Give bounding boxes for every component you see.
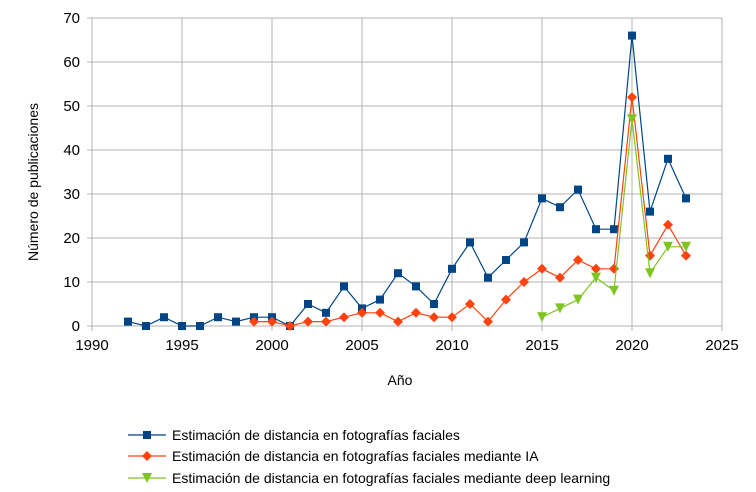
data-point (556, 203, 564, 212)
data-point (664, 154, 672, 163)
data-point (646, 207, 654, 216)
data-point (339, 312, 349, 323)
data-point (466, 238, 474, 247)
data-point (465, 299, 475, 309)
data-point (591, 263, 601, 274)
data-point (394, 269, 402, 278)
data-point (609, 263, 619, 274)
data-point (303, 316, 313, 327)
data-point (196, 322, 204, 330)
y-tick-label: 0 (72, 318, 80, 335)
x-tick-label: 2020 (615, 337, 648, 354)
y-tick-label: 70 (63, 10, 80, 27)
data-point (447, 312, 457, 323)
data-point (681, 250, 691, 261)
y-tick-label: 50 (63, 98, 80, 115)
chart-legend: Estimación de distancia en fotografías f… (128, 427, 610, 486)
legend-entry-1: Estimación de distancia en fotografías f… (128, 427, 460, 443)
series-1 (124, 31, 690, 330)
data-point (322, 308, 330, 317)
data-point (340, 282, 348, 291)
data-point (124, 317, 132, 326)
data-point (537, 263, 547, 274)
data-point (321, 316, 331, 327)
y-axis-title: Número de publicaciones (25, 103, 41, 261)
data-point (214, 313, 222, 322)
data-point (411, 307, 421, 318)
legend-marker (142, 473, 152, 483)
legend-entry-3: Estimación de distancia en fotografías f… (128, 470, 610, 486)
y-tick-label: 40 (63, 142, 80, 159)
data-point (591, 272, 601, 283)
x-tick-label: 2025 (705, 337, 738, 354)
x-tick-label: 2010 (435, 337, 468, 354)
data-point (573, 255, 583, 265)
data-point (627, 114, 637, 125)
data-point (555, 303, 565, 314)
data-point (430, 300, 438, 308)
data-point (592, 225, 600, 234)
data-point (393, 316, 403, 327)
data-point (429, 312, 439, 323)
y-tick-label: 60 (63, 54, 80, 71)
data-point (412, 282, 420, 291)
data-point (142, 322, 150, 330)
data-point (484, 273, 492, 282)
legend-label: Estimación de distancia en fotografías f… (172, 470, 610, 486)
data-point (502, 256, 510, 264)
legend-marker (142, 451, 152, 461)
data-point (573, 294, 583, 305)
data-point (645, 268, 655, 279)
x-tick-label: 2000 (255, 337, 288, 354)
data-point (663, 241, 673, 252)
data-point (609, 285, 619, 296)
data-point (519, 277, 529, 287)
x-tick-label: 1990 (75, 337, 108, 354)
data-point (520, 238, 528, 247)
data-point (249, 316, 259, 327)
data-point (574, 185, 582, 194)
y-tick-label: 20 (63, 230, 80, 247)
legend-label: Estimación de distancia en fotografías f… (172, 448, 539, 464)
data-point (375, 307, 385, 318)
x-axis-title: Año (388, 372, 413, 388)
data-point (627, 92, 637, 103)
legend-marker (143, 431, 151, 439)
series-3 (537, 114, 691, 323)
chart-grid (91, 17, 723, 327)
x-tick-label: 2005 (345, 337, 378, 354)
data-point (178, 322, 186, 330)
series-line (254, 97, 687, 327)
data-point (285, 321, 295, 331)
data-point (304, 300, 312, 308)
data-point (610, 225, 618, 234)
data-point (357, 307, 367, 318)
data-point (501, 294, 511, 305)
tick-labels: 1990 1995 2000 2005 2010 2015 2020 2025 0 10 20 30 4… (63, 10, 738, 354)
x-tick-label: 2015 (525, 337, 558, 354)
data-point (663, 219, 673, 230)
data-point (628, 31, 636, 40)
y-tick-label: 30 (63, 186, 80, 203)
data-point (537, 312, 547, 323)
data-point (483, 316, 493, 327)
legend-label: Estimación de distancia en fotografías f… (172, 427, 460, 443)
data-point (448, 264, 456, 273)
data-point (645, 250, 655, 261)
x-tick-label: 1995 (165, 337, 198, 354)
series-2 (249, 92, 691, 331)
data-point (267, 316, 277, 327)
chart-series (124, 31, 691, 331)
legend-entry-2: Estimación de distancia en fotografías f… (128, 448, 539, 464)
data-point (682, 194, 690, 203)
data-point (555, 272, 565, 283)
data-point (538, 194, 546, 203)
data-point (160, 313, 168, 322)
data-point (681, 241, 691, 252)
y-tick-label: 10 (63, 274, 80, 291)
data-point (232, 317, 240, 326)
data-point (376, 295, 384, 304)
